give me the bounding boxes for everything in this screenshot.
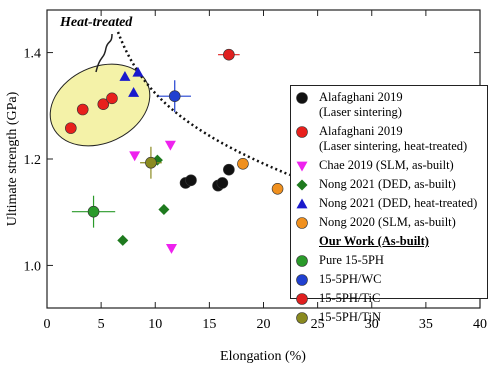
x-tick-label: 30 [365,317,379,332]
legend-entry: 15-5PH/TiC [296,291,485,306]
point [296,92,308,104]
legend-swatch [296,179,308,191]
legend-swatch [296,274,308,286]
legend-label: Nong 2021 (DED, heat-treated) [319,196,478,210]
legend-entry: Nong 2021 (DED, heat-treated) [296,196,485,211]
point [76,103,89,116]
point [296,179,308,191]
legend-label: Nong 2021 (DED, as-built) [319,177,456,191]
point [237,157,249,170]
legend-swatch [296,198,308,209]
legend-entry: Nong 2020 (SLM, as-built) [296,215,485,230]
point [296,217,308,229]
point [132,66,144,77]
legend-label: Nong 2020 (SLM, as-built) [319,215,456,229]
legend-label: Pure 15-5PH [319,253,384,267]
point [296,274,308,286]
x-tick-label: 0 [44,317,51,332]
legend-entry: Nong 2021 (DED, as-built) [296,177,485,192]
point [106,92,118,105]
x-axis-title: Elongation (%) [220,349,306,364]
point [185,174,197,187]
point [117,234,129,246]
point [164,140,176,151]
legend-entry: Chae 2019 (SLM, as-built) [296,158,485,173]
legend-label: Alafaghani 2019 (Laser sintering) [319,90,403,119]
point [158,204,170,216]
legend-subtitle: Our Work (As-built) [319,234,429,248]
legend-entry: Alafaghani 2019 (Laser sintering, heat-t… [296,124,485,154]
x-tick-label: 40 [473,317,487,332]
point [296,198,308,209]
point [296,255,308,267]
legend-entry: Pure 15-5PH [296,253,485,268]
point [65,122,77,134]
point [87,205,100,218]
annotation-pointer [95,33,113,73]
legend-entry: 15-5PH/TiN [296,310,485,325]
legend-label: 15-5PH/TiC [319,291,381,305]
legend-label: Alafaghani 2019 (Laser sintering, heat-t… [319,124,468,153]
legend-label: 15-5PH/TiN [319,310,382,324]
point [97,98,110,110]
x-tick-label: 20 [257,317,271,332]
y-tick-label: 1.2 [24,153,42,168]
x-tick-label: 10 [148,317,162,332]
x-tick-label: 5 [98,317,105,332]
y-tick-label: 1.4 [24,47,42,62]
legend: Alafaghani 2019 (Laser sintering) Alafagh… [290,85,488,324]
legend-swatch [296,217,308,229]
legend-swatch [296,293,308,305]
x-tick-label: 25 [311,317,325,332]
point [119,71,131,81]
point [296,126,308,138]
point [165,244,177,254]
x-tick-label: 15 [202,317,216,332]
y-axis-title: Ultimate strength (GPa) [5,91,20,226]
legend-entry: 15-5PH/WC [296,272,485,287]
point [296,312,308,324]
point [129,151,141,162]
point [223,163,235,176]
point [296,161,308,172]
legend-swatch [296,255,308,267]
legend-swatch [296,312,308,324]
legend-swatch [296,161,308,172]
legend-swatch [296,92,308,104]
legend-label: Chae 2019 (SLM, as-built) [319,158,454,172]
point [223,48,235,61]
point [168,90,181,103]
legend-entry: Alafaghani 2019 (Laser sintering) [296,90,485,120]
y-tick-label: 1.0 [24,259,42,274]
legend-label: 15-5PH/WC [319,272,382,286]
point [271,183,284,195]
point [216,177,229,189]
legend-swatch [296,126,308,138]
annotation: Heat-treated [59,15,133,30]
point [145,156,157,169]
point [296,293,308,305]
point [128,86,140,97]
x-tick-label: 35 [419,317,433,332]
